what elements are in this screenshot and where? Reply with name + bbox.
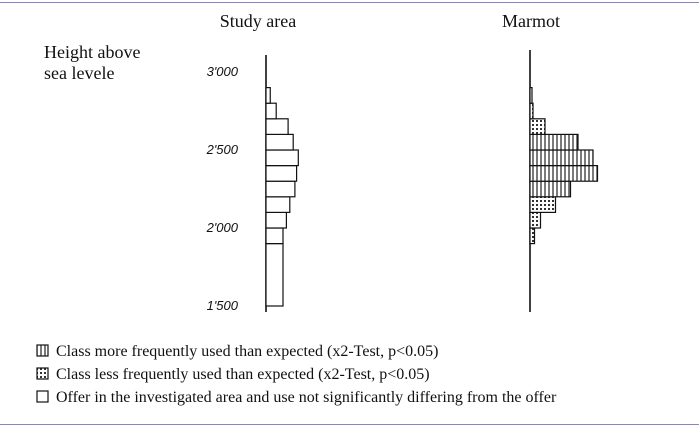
legend-text-more: Class more frequently used than expected… — [56, 343, 438, 360]
y-axis-label: Height above sea levele — [44, 42, 140, 83]
top-border — [0, 2, 699, 3]
bar-marmot-2 — [529, 196, 557, 214]
y-axis-ticks: 3'000 2'500 2'000 1'500 — [206, 64, 239, 313]
bar-study-area-2 — [265, 211, 287, 229]
y-axis-label-line-1: Height above — [44, 42, 140, 62]
bar-marmot-7 — [529, 118, 546, 136]
bar-study-area-6 — [265, 149, 299, 167]
bar-study-area-3 — [265, 196, 291, 214]
bars-marmot — [529, 86, 599, 245]
y-tick-label: 1'500 — [207, 298, 239, 313]
legend: Class more frequently used than expected… — [36, 343, 557, 406]
bar-study-area-1 — [265, 227, 284, 245]
legend-swatch-less — [36, 367, 49, 380]
y-axis-label-line-2: sea levele — [44, 63, 114, 83]
bar-marmot-5 — [529, 149, 594, 167]
bar-marmot-8 — [529, 102, 534, 120]
panel-title-study-area: Study area — [220, 11, 296, 31]
y-tick-label: 2'000 — [206, 220, 239, 235]
bar-study-area-10 — [265, 86, 271, 104]
bar-marmot-4 — [529, 165, 599, 182]
bar-marmot-6 — [529, 133, 579, 151]
bar-study-area-7 — [265, 133, 294, 151]
bar-study-area-0 — [265, 243, 284, 307]
panel-marmot: Marmot — [502, 11, 599, 312]
bar-marmot-0 — [529, 227, 536, 245]
legend-swatch-neutral — [36, 390, 49, 403]
bar-study-area-8 — [265, 118, 289, 136]
panel-study-area: Study area — [220, 11, 299, 312]
y-tick-label: 3'000 — [207, 64, 239, 79]
bars-study-area — [265, 86, 299, 307]
panel-title-marmot: Marmot — [502, 11, 560, 31]
bottom-border — [0, 424, 699, 425]
bar-marmot-9 — [529, 86, 533, 104]
bar-study-area-4 — [265, 180, 296, 198]
y-tick-label: 2'500 — [206, 142, 239, 157]
bar-marmot-3 — [529, 180, 572, 198]
bar-study-area-5 — [265, 165, 298, 182]
bar-marmot-1 — [529, 211, 542, 229]
legend-swatch-more — [36, 344, 49, 357]
legend-text-less: Class less frequently used than expected… — [56, 366, 430, 383]
bar-study-area-9 — [265, 102, 277, 120]
legend-text-neutral: Offer in the investigated area and use n… — [56, 389, 557, 406]
